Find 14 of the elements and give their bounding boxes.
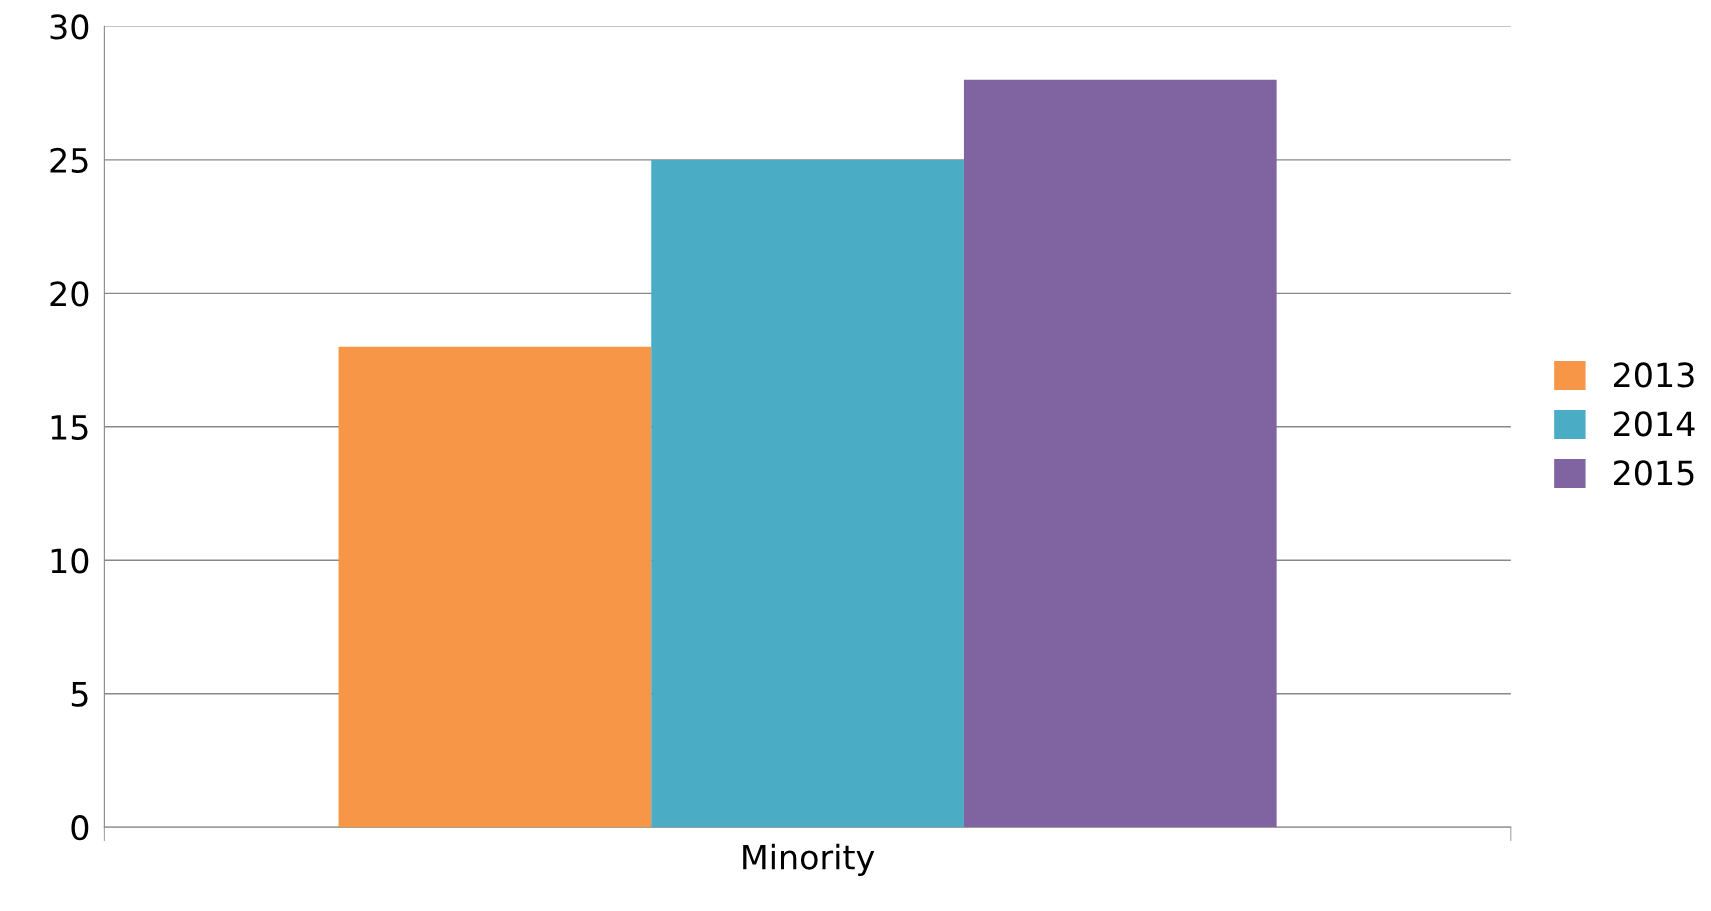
bar — [963, 79, 1277, 828]
y-tick-label: 25 — [50, 147, 88, 174]
legend-label: 2014 — [1613, 411, 1695, 437]
bar — [651, 159, 964, 828]
y-tick-label: 30 — [50, 14, 89, 40]
y-tick-label: 20 — [50, 281, 89, 307]
y-tick-label: 0 — [71, 815, 89, 841]
legend-label: 2015 — [1613, 460, 1694, 486]
bar — [338, 346, 652, 828]
y-tick-label: 10 — [51, 548, 89, 574]
y-tick-label: 5 — [71, 682, 88, 707]
x-tick-label: Minority — [743, 843, 875, 877]
legend-label: 2013 — [1613, 362, 1694, 388]
y-tick-label: 15 — [51, 415, 88, 440]
